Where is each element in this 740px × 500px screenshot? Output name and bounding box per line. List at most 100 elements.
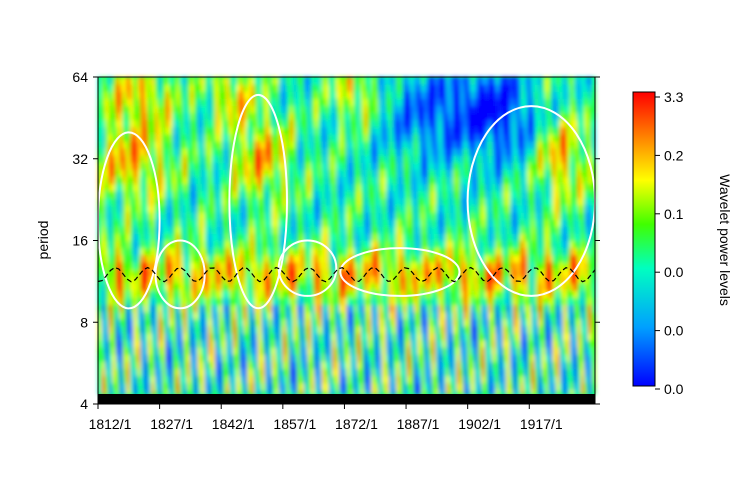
heatmap-cell [463,247,468,256]
heatmap-cell [449,133,454,142]
heatmap-cell [261,375,266,384]
heatmap-cell [353,105,358,114]
heatmap-cell [342,368,347,377]
heatmap-cell [488,382,493,391]
heatmap-cell [449,112,454,121]
heatmap-cell [342,311,347,320]
heatmap-cell [279,112,284,121]
heatmap-cell [268,247,273,256]
heatmap-cell [215,133,220,142]
heatmap-cell [257,162,262,170]
heatmap-cell [392,276,397,284]
heatmap-cell [257,247,262,256]
heatmap-cell [360,141,365,149]
heatmap-cell [346,297,351,306]
heatmap-cell [108,382,113,391]
heatmap-cell [279,247,284,256]
heatmap-cell [169,290,174,298]
heatmap-cell [129,240,134,249]
heatmap-cell [261,290,266,298]
heatmap-cell [406,304,411,313]
heatmap-cell [335,84,340,92]
heatmap-cell [129,247,134,256]
heatmap-cell [208,77,213,85]
heatmap-cell [261,354,266,362]
heatmap-cell [158,155,163,163]
heatmap-cell [435,91,440,99]
heatmap-cell [247,276,252,284]
heatmap-cell [140,98,145,106]
heatmap-cell [112,297,117,306]
heatmap-cell [374,354,379,362]
heatmap-cell [477,261,482,270]
heatmap-cell [417,84,422,92]
heatmap-cell [147,219,152,227]
heatmap-cell [364,361,369,369]
heatmap-cell [382,332,387,341]
heatmap-cell [328,126,333,135]
heatmap-cell [321,283,326,291]
heatmap-cell [474,240,479,249]
heatmap-cell [364,105,369,114]
heatmap-cell [271,375,276,384]
heatmap-cell [282,98,287,106]
heatmap-cell [215,77,220,85]
heatmap-cell [271,347,276,355]
heatmap-cell [129,141,134,149]
heatmap-cell [176,176,181,185]
heatmap-cell [438,375,443,384]
heatmap-cell [460,219,465,227]
heatmap-cell [190,190,195,199]
heatmap-cell [406,382,411,391]
heatmap-cell [424,240,429,249]
heatmap-cell [474,98,479,106]
heatmap-cell [385,155,390,163]
heatmap-cell [481,162,486,170]
heatmap-cell [460,233,465,242]
heatmap-cell [275,197,280,206]
heatmap-cell [424,148,429,156]
heatmap-cell [371,126,376,135]
heatmap-cell [303,112,308,121]
heatmap-cell [179,162,184,170]
heatmap-cell [488,205,493,213]
heatmap-cell [229,197,234,206]
heatmap-cell [208,368,213,377]
heatmap-cell [403,77,408,85]
heatmap-cell [225,261,230,270]
heatmap-cell [467,183,472,192]
heatmap-cell [225,126,230,135]
heatmap-cell [197,112,202,121]
heatmap-cell [161,141,166,149]
heatmap-cell [410,105,415,114]
heatmap-cell [261,240,266,249]
heatmap-cell [282,340,287,348]
heatmap-cell [442,389,447,395]
heatmap-cell [236,247,241,256]
heatmap-cell [410,183,415,192]
heatmap-cell [364,176,369,185]
heatmap-cell [193,77,198,85]
heatmap-cell [325,226,330,234]
heatmap-cell [293,311,298,320]
heatmap-cell [254,276,259,284]
heatmap-cell [325,354,330,362]
heatmap-cell [133,283,138,291]
heatmap-cell [360,98,365,106]
heatmap-cell [105,311,110,320]
heatmap-cell [225,254,230,263]
heatmap-cell [154,276,159,284]
heatmap-cell [453,205,458,213]
heatmap-cell [445,311,450,320]
heatmap-cell [211,297,216,306]
heatmap-cell [335,212,340,220]
heatmap-cell [286,197,291,206]
heatmap-cell [200,197,205,206]
heatmap-cell [403,268,408,277]
heatmap-cell [406,254,411,263]
heatmap-cell [176,169,181,178]
heatmap-cell [307,169,312,178]
heatmap-cell [389,148,394,156]
heatmap-cell [122,176,127,185]
heatmap-cell [211,169,216,178]
